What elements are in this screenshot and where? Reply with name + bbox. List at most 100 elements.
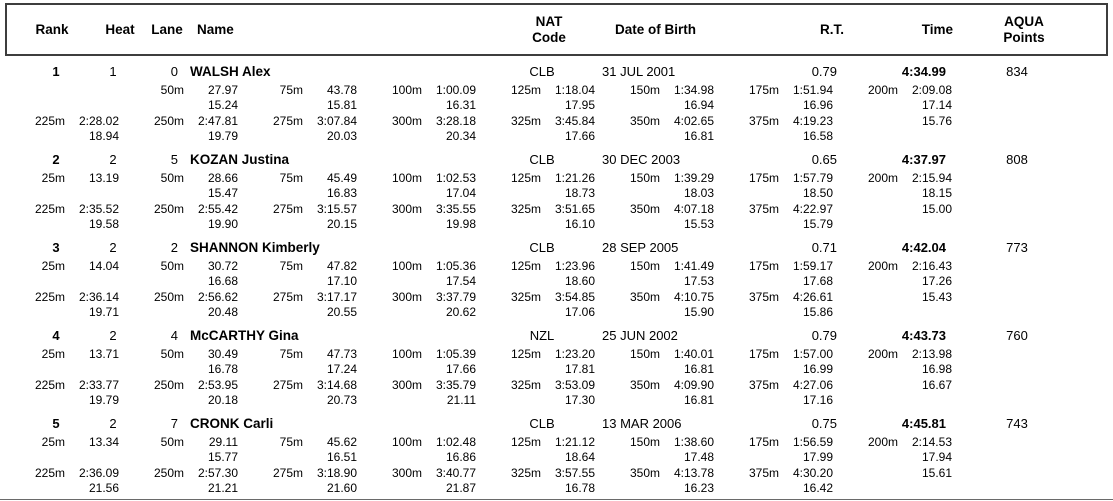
split-distance-label: 350m bbox=[629, 290, 660, 304]
split-lap-time: 17.06 bbox=[564, 305, 595, 319]
split-lap-time: 16.86 bbox=[445, 450, 476, 464]
split-cumulative-time: 1:41.49 bbox=[673, 259, 714, 273]
split-cell: 350m 4:09.90 16.81 bbox=[595, 378, 714, 408]
result-main-row: 2 2 5 KOZAN Justina CLB 30 DEC 2003 0.65… bbox=[0, 149, 1113, 170]
heat-value: 2 bbox=[109, 327, 117, 343]
header-points-line2: Points bbox=[1003, 29, 1045, 45]
split-distance-label: 275m bbox=[272, 378, 303, 392]
split-distance-label: 300m bbox=[391, 466, 422, 480]
split-cumulative: 300m 3:28.18 bbox=[357, 114, 476, 129]
split-cumulative: 200m 2:13.98 bbox=[833, 347, 952, 362]
split-distance-label: 325m bbox=[510, 290, 541, 304]
header-lane: Lane bbox=[151, 21, 183, 37]
split-lap-time: 20.55 bbox=[326, 305, 357, 319]
split-distance-label: 200m bbox=[867, 259, 898, 273]
split-lap-time: 20.48 bbox=[207, 305, 238, 319]
rank-value: 4 bbox=[52, 327, 60, 343]
split-cumulative-time: 30.49 bbox=[207, 347, 238, 361]
split-cumulative-time: 2:56.62 bbox=[197, 290, 238, 304]
split-cumulative: 75m 43.78 bbox=[238, 83, 357, 98]
split-distance-label: 275m bbox=[272, 114, 303, 128]
split-cumulative-time: 28.66 bbox=[207, 171, 238, 185]
split-cell: 100m 1:05.36 17.54 bbox=[357, 259, 476, 289]
header-aqua-points: AQUA Points bbox=[959, 14, 1089, 46]
split-cumulative: 275m 3:18.90 bbox=[238, 466, 357, 481]
split-cell: 100m 1:00.09 16.31 bbox=[357, 83, 476, 113]
split-lap-time: 20.18 bbox=[207, 393, 238, 407]
split-lap-time bbox=[0, 83, 119, 98]
split-cumulative: 125m 1:23.20 bbox=[476, 347, 595, 362]
heat-value: 1 bbox=[109, 63, 117, 79]
heat-value: 2 bbox=[109, 415, 117, 431]
split-cumulative: 375m 4:19.23 bbox=[714, 114, 833, 129]
result-row: 4 2 4 McCARTHY Gina NZL 25 JUN 2002 0.79… bbox=[0, 325, 1113, 408]
split-cumulative-time: 4:26.61 bbox=[792, 290, 833, 304]
split-cumulative: 375m 4:27.06 bbox=[714, 378, 833, 393]
swimmer-name: WALSH Alex bbox=[190, 63, 271, 79]
split-lap-time: 17.95 bbox=[564, 98, 595, 112]
split-distance-label: 300m bbox=[391, 378, 422, 392]
split-cell: 325m 3:45.84 17.66 bbox=[476, 114, 595, 144]
split-cell: 100m 1:02.53 17.04 bbox=[357, 171, 476, 201]
split-distance-label: 25m bbox=[41, 171, 65, 185]
splits-row-1: 50m 27.97 15.24 75m 43.78 15.81 100m 1:00.09 16.… bbox=[0, 83, 952, 113]
split-cumulative-time: 3:57.55 bbox=[554, 466, 595, 480]
split-cumulative: 100m 1:00.09 bbox=[357, 83, 476, 98]
split-cumulative-time: 4:13.78 bbox=[673, 466, 714, 480]
split-cell: 225m 2:36.09 21.56 bbox=[0, 466, 119, 496]
split-lap-time: 15.90 bbox=[683, 305, 714, 319]
split-lap-time: 19.98 bbox=[445, 217, 476, 231]
split-cell: 275m 3:15.57 20.15 bbox=[238, 202, 357, 232]
split-cell: 125m 1:21.12 18.64 bbox=[476, 435, 595, 465]
split-cell: 300m 3:37.79 20.62 bbox=[357, 290, 476, 320]
split-distance-label: 325m bbox=[510, 114, 541, 128]
split-cumulative: 75m 47.73 bbox=[238, 347, 357, 362]
split-lap-time: 15.61 bbox=[921, 466, 952, 480]
nat-code-value: CLB bbox=[529, 239, 555, 255]
table-header: Rank Heat Lane Name NAT Code Date of Bir… bbox=[5, 3, 1108, 56]
split-distance-label: 175m bbox=[748, 259, 779, 273]
split-cumulative: 50m 29.11 bbox=[119, 435, 238, 450]
final-time-value: 4:45.81 bbox=[901, 415, 946, 431]
split-cell: 200m 2:15.94 18.15 bbox=[833, 171, 952, 201]
split-cumulative-time: 27.97 bbox=[207, 83, 238, 97]
splits-row-2: 225m 2:28.02 18.94 250m 2:47.81 19.79 275m 3:07… bbox=[0, 114, 952, 144]
aqua-points-value: 743 bbox=[1006, 415, 1028, 431]
split-cumulative-time: 3:54.85 bbox=[554, 290, 595, 304]
split-lap-time: 20.34 bbox=[445, 129, 476, 143]
split-lap-time: 15.76 bbox=[921, 114, 952, 128]
split-cell bbox=[0, 83, 119, 113]
split-cumulative: 350m 4:07.18 bbox=[595, 202, 714, 217]
split-cumulative-time: 2:53.95 bbox=[197, 378, 238, 392]
split-cumulative: 200m 2:16.43 bbox=[833, 259, 952, 274]
split-cumulative-time: 1:57.79 bbox=[792, 171, 833, 185]
split-cell: 15.61 bbox=[833, 466, 952, 496]
split-distance-label: 100m bbox=[391, 171, 422, 185]
split-lap-time: 18.94 bbox=[88, 129, 119, 143]
split-cumulative: 25m 13.19 bbox=[0, 171, 119, 186]
split-cumulative: 275m 3:07.84 bbox=[238, 114, 357, 129]
split-cumulative: 350m 4:10.75 bbox=[595, 290, 714, 305]
split-cell: 175m 1:59.17 17.68 bbox=[714, 259, 833, 289]
split-cell: 300m 3:35.79 21.11 bbox=[357, 378, 476, 408]
split-distance-label: 75m bbox=[279, 171, 303, 185]
split-cell: 175m 1:57.00 16.99 bbox=[714, 347, 833, 377]
header-heat: Heat bbox=[105, 21, 135, 37]
split-distance-label: 150m bbox=[629, 259, 660, 273]
split-cumulative: 250m 2:47.81 bbox=[119, 114, 238, 129]
split-cumulative: 225m 2:28.02 bbox=[0, 114, 119, 129]
result-main-row: 5 2 7 CRONK Carli CLB 13 MAR 2006 0.75 4… bbox=[0, 413, 1113, 434]
rank-value: 2 bbox=[52, 151, 60, 167]
split-cumulative-time: 3:35.79 bbox=[435, 378, 476, 392]
split-cell: 225m 2:36.14 19.71 bbox=[0, 290, 119, 320]
split-distance-label: 300m bbox=[391, 290, 422, 304]
result-row: 3 2 2 SHANNON Kimberly CLB 28 SEP 2005 0… bbox=[0, 237, 1113, 320]
split-cell: 25m 14.04 bbox=[0, 259, 119, 289]
split-distance-label: 150m bbox=[629, 435, 660, 449]
split-cell: 300m 3:28.18 20.34 bbox=[357, 114, 476, 144]
split-distance-label: 225m bbox=[34, 378, 65, 392]
split-cumulative-time: 47.73 bbox=[326, 347, 357, 361]
split-cumulative-time: 4:10.75 bbox=[673, 290, 714, 304]
split-cumulative-time: 2:36.14 bbox=[78, 290, 119, 304]
splits-row-1: 25m 13.19 50m 28.66 15.47 75m 45.49 16.83 100m 1:… bbox=[0, 171, 952, 201]
